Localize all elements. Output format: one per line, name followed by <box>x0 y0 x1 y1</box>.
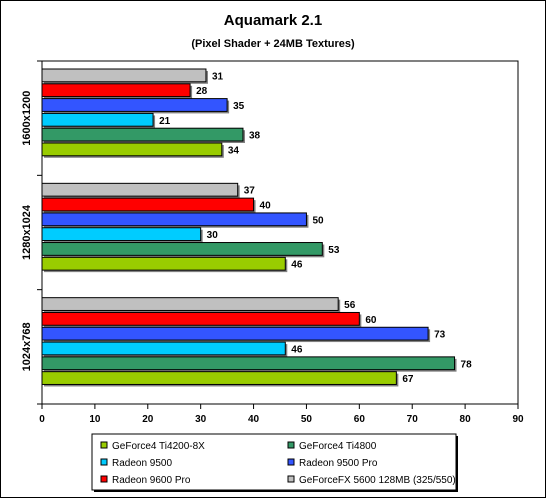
plot-area: 0 10 20 30 40 50 60 70 80 90 1600x1200 31 28 35 21 38 34… <box>21 60 524 425</box>
bar <box>41 227 202 242</box>
bar <box>41 311 360 326</box>
x-tick-label: 60 <box>354 414 366 425</box>
x-tick-label: 40 <box>248 414 260 425</box>
bar <box>41 68 207 83</box>
x-tick-label: 0 <box>39 414 45 425</box>
data-label: 37 <box>244 186 256 197</box>
data-label: 56 <box>344 300 356 311</box>
bar <box>41 371 397 385</box>
data-label: 30 <box>207 230 219 241</box>
bar <box>41 341 286 356</box>
chart-subtitle: (Pixel Shader + 24MB Textures) <box>191 38 355 50</box>
legend-swatch <box>287 458 295 466</box>
data-label: 46 <box>291 260 303 271</box>
bar <box>41 98 228 112</box>
x-tick-label: 20 <box>142 414 154 425</box>
data-label: 73 <box>434 330 446 341</box>
x-tick-label: 80 <box>460 414 472 425</box>
x-tick-label: 50 <box>301 414 313 425</box>
bar <box>41 127 244 142</box>
bar <box>41 112 154 127</box>
data-label: 34 <box>228 145 240 156</box>
bar <box>41 212 307 227</box>
legend-label: GeForce4 Ti4800 <box>299 441 377 452</box>
legend-swatch <box>287 475 295 483</box>
legend-box <box>91 433 457 491</box>
legend-label: Radeon 9500 <box>112 458 172 469</box>
category-label: 1024x768 <box>21 322 33 371</box>
data-label: 28 <box>196 86 208 97</box>
legend-label: Radeon 9500 Pro <box>299 458 378 469</box>
data-label: 53 <box>328 245 340 256</box>
bar <box>41 142 223 157</box>
legend-label: GeForceFX 5600 128MB (325/550) <box>299 475 456 486</box>
data-label: 67 <box>402 374 414 385</box>
data-label: 50 <box>312 215 324 226</box>
data-label: 38 <box>249 131 261 142</box>
legend-swatch <box>287 441 295 449</box>
bar <box>41 326 429 341</box>
x-tick-label: 90 <box>512 414 524 425</box>
bar <box>41 197 255 212</box>
x-tick-label: 10 <box>89 414 101 425</box>
legend: GeForce4 Ti4200-8X GeForce4 Ti4800 Radeon … <box>91 433 458 492</box>
x-tick-label: 70 <box>407 414 419 425</box>
data-label: 21 <box>159 116 171 127</box>
bar <box>41 297 339 311</box>
data-label: 40 <box>260 201 272 212</box>
bar <box>41 356 456 371</box>
data-label: 35 <box>233 101 245 112</box>
data-label: 31 <box>212 71 224 82</box>
legend-label: Radeon 9600 Pro <box>112 475 191 486</box>
data-label: 78 <box>461 359 473 370</box>
bar <box>41 182 239 197</box>
category-label: 1280x1024 <box>21 204 33 260</box>
chart-title: Aquamark 2.1 <box>224 12 322 29</box>
bar <box>41 242 323 256</box>
legend-label: GeForce4 Ti4200-8X <box>112 441 205 452</box>
bar <box>41 83 191 98</box>
category-label: 1600x1200 <box>21 91 33 146</box>
bar <box>41 256 286 271</box>
x-tick-label: 30 <box>195 414 207 425</box>
data-label: 60 <box>365 315 377 326</box>
legend-swatch <box>100 475 108 483</box>
legend-swatch <box>100 441 108 449</box>
legend-swatch <box>100 458 108 466</box>
data-label: 46 <box>291 344 303 355</box>
